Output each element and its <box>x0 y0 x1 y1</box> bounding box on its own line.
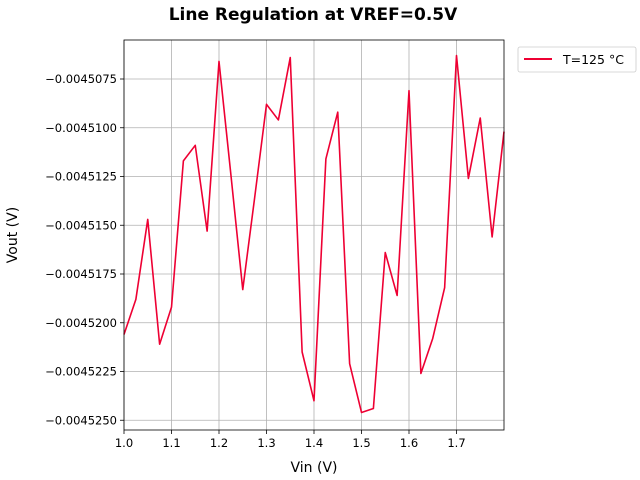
chart-title: Line Regulation at VREF=0.5V <box>169 5 458 25</box>
y-tick-label: −0.0045150 <box>45 218 117 232</box>
x-tick-label: 1.7 <box>447 436 465 450</box>
legend: T=125 °C <box>517 46 637 73</box>
x-tick-label: 1.2 <box>210 436 228 450</box>
x-tick-label: 1.0 <box>115 436 133 450</box>
x-tick-label: 1.4 <box>305 436 323 450</box>
x-tick-label: 1.3 <box>257 436 275 450</box>
series-layer <box>123 54 505 414</box>
y-tick-label: −0.0045175 <box>45 267 117 281</box>
y-axis-label: Vout (V) <box>5 207 21 263</box>
y-tick-label: −0.0045200 <box>45 316 117 330</box>
y-tick-label: −0.0045100 <box>45 121 117 135</box>
y-tick-label: −0.0045225 <box>45 365 117 379</box>
x-tick-label: 1.6 <box>400 436 418 450</box>
x-axis-label: Vin (V) <box>291 460 338 476</box>
y-tick-label: −0.0045125 <box>45 170 117 184</box>
x-axis: 1.0 1.1 1.2 1.3 1.4 1.5 1.6 1.7 <box>115 430 466 450</box>
series-line <box>123 54 505 414</box>
y-axis: −0.0045250 −0.0045225 −0.0045200 −0.0045175… <box>45 72 124 427</box>
x-tick-label: 1.1 <box>162 436 180 450</box>
x-tick-label: 1.5 <box>352 436 370 450</box>
y-tick-label: −0.0045075 <box>45 72 117 86</box>
grid <box>123 40 504 430</box>
legend-box <box>517 46 637 73</box>
legend-entry: T=125 °C <box>562 52 624 67</box>
y-tick-label: −0.0045250 <box>45 413 117 427</box>
